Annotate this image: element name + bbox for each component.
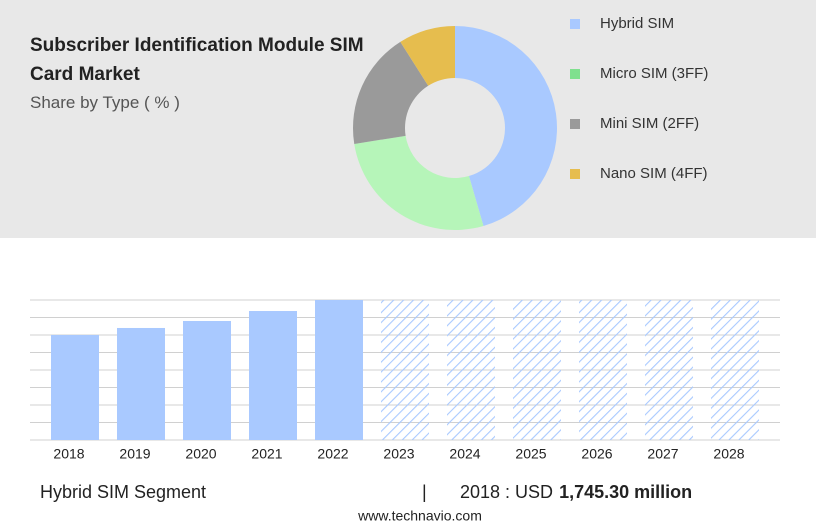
forecast-bar [513, 300, 561, 440]
x-tick-label: 2018 [53, 446, 84, 462]
x-tick-label: 2019 [119, 446, 150, 462]
footer-separator: | [422, 482, 427, 502]
x-tick-label: 2024 [449, 446, 480, 462]
x-tick-label: 2028 [713, 446, 744, 462]
donut [353, 26, 557, 230]
legend-label: Nano SIM (4FF) [600, 165, 708, 182]
legend-swatch [570, 69, 580, 79]
bar [51, 334, 99, 440]
bar [315, 300, 363, 440]
x-tick-label: 2027 [647, 446, 678, 462]
footer-label: 2018 : USD [460, 482, 553, 502]
forecast-bar [381, 300, 429, 440]
legend-label: Micro SIM (3FF) [600, 65, 708, 82]
legend: Hybrid SIM Micro SIM (3FF) Mini SIM (2FF) N… [570, 15, 708, 182]
donut-slice [353, 41, 429, 144]
legend-swatch [570, 119, 580, 129]
bar [117, 327, 165, 440]
forecast-bar [447, 300, 495, 440]
footer-segment: Hybrid SIM Segment [40, 482, 206, 502]
bar [183, 320, 231, 440]
forecast-bar [645, 300, 693, 440]
donut-slice [354, 135, 484, 230]
x-tick-label: 2021 [251, 446, 282, 462]
x-tick-label: 2025 [515, 446, 546, 462]
bar [249, 311, 297, 440]
legend-label: Hybrid SIM [600, 15, 674, 32]
source: www.technavio.com [357, 508, 482, 524]
x-tick-label: 2026 [581, 446, 612, 462]
x-tick-label: 2023 [383, 446, 414, 462]
donut-slice [455, 26, 557, 226]
chart-subtitle: Share by Type ( % ) [30, 93, 180, 112]
forecast-bar [579, 300, 627, 440]
chart-title: Subscriber Identification Module SIM Car… [30, 35, 364, 85]
x-tick-label: 2020 [185, 446, 216, 462]
legend-label: Mini SIM (2FF) [600, 115, 699, 132]
legend-swatch [570, 169, 580, 179]
forecast-bar [711, 300, 759, 440]
legend-swatch [570, 19, 580, 29]
footer-value: 1,745.30 million [559, 482, 692, 502]
donut-slice [400, 26, 455, 86]
x-tick-label: 2022 [317, 446, 348, 462]
bar-chart: 2018 2019 2020 2021 2022 2023 2024 2025 2026 2027… [30, 299, 780, 462]
